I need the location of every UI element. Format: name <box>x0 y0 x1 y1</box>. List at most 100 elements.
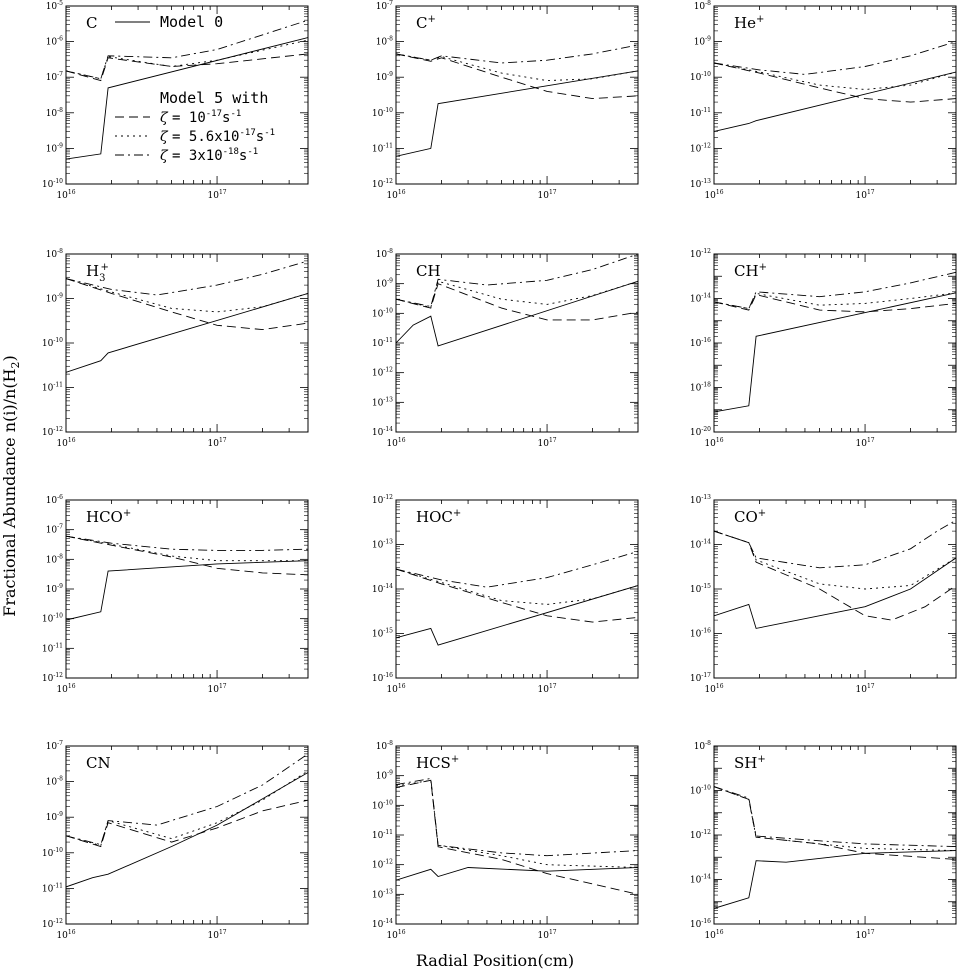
series-dashdot <box>66 19 308 80</box>
series-dashed <box>66 278 308 331</box>
x-tick-label: 1017 <box>856 929 875 941</box>
series-dotted <box>396 568 638 605</box>
plot-frame <box>395 5 639 185</box>
plot-frame <box>395 253 639 433</box>
series-solid <box>714 557 956 629</box>
x-tick-label: 1016 <box>704 683 723 695</box>
plot-frame <box>713 253 957 433</box>
y-tick-label: 10-17 <box>690 672 711 684</box>
y-tick-label: 10-8 <box>376 36 393 48</box>
y-tick-label: 10-11 <box>42 882 63 894</box>
y-axis-label-main: Fractional Abundance n(i)/n(H <box>0 368 19 616</box>
y-tick-label: 10-12 <box>372 859 393 871</box>
y-tick-label: 10-12 <box>42 918 63 930</box>
y-tick-label: 10-12 <box>42 672 63 684</box>
legend-label-dotted: ζ = 5.6x10-17s-1 <box>160 128 275 145</box>
panel-6: 1016 1017 10-20 10-18 10-16 10-14 10-12 CH+ <box>690 248 957 449</box>
x-axis-label: Radial Position(cm) <box>416 951 574 970</box>
panel-11: 1016 1017 10-14 10-13 10-12 10-11 10-10 10-9 10-… <box>372 740 639 941</box>
y-tick-label: 10-14 <box>372 583 393 595</box>
plot-frame <box>65 499 309 679</box>
y-tick-label: 10-16 <box>690 918 711 930</box>
plot-frame <box>65 5 309 185</box>
y-tick-label: 10-9 <box>46 811 63 823</box>
series-solid <box>396 585 638 646</box>
y-tick-label: 10-12 <box>690 142 711 154</box>
x-tick-label: 1016 <box>704 189 723 201</box>
y-tick-label: 10-5 <box>46 0 63 12</box>
x-tick-label: 1016 <box>704 929 723 941</box>
x-tick-label: 1017 <box>538 929 557 941</box>
y-tick-label: 10-8 <box>376 248 393 260</box>
panel-title: HCO+ <box>86 508 131 526</box>
panel-7: 1016 1017 10-12 10-11 10-10 10-9 10-8 10-7 10-6 H… <box>42 494 309 695</box>
y-tick-label: 10-15 <box>690 583 711 595</box>
plot-frame <box>713 5 957 185</box>
series-dashdot <box>396 44 638 64</box>
y-tick-label: 10-9 <box>376 278 393 290</box>
series-dashed <box>714 786 956 860</box>
y-tick-label: 10-14 <box>690 539 711 551</box>
series-solid <box>714 292 956 413</box>
y-tick-label: 10-11 <box>690 107 711 119</box>
panel-8: 1016 1017 10-16 10-15 10-14 10-13 10-12 HOC+ <box>372 494 639 695</box>
y-tick-label: 10-14 <box>690 874 711 886</box>
y-tick-label: 10-12 <box>372 178 393 190</box>
series-dashdot <box>396 550 638 588</box>
y-tick-label: 10-12 <box>690 829 711 841</box>
series-dotted <box>396 779 638 868</box>
series-dashed <box>396 283 638 321</box>
y-tick-label: 10-13 <box>372 396 393 408</box>
panel-1: 1016 1017 10-10 10-9 10-8 10-7 10-6 10-5 C <box>42 0 309 201</box>
panel-title: HOC+ <box>416 508 461 526</box>
legend: Model 0 Model 5 with ζ = 10-17s-1 ζ = 5.6… <box>115 13 275 164</box>
series-dashed <box>66 53 308 82</box>
series-dotted <box>396 53 638 82</box>
series-solid <box>66 37 308 160</box>
panel-10: 1016 1017 10-12 10-11 10-10 10-9 10-8 10-7 CN <box>42 740 309 941</box>
series-dotted <box>66 535 308 562</box>
series-dashed <box>714 62 956 103</box>
y-tick-label: 10-12 <box>372 494 393 506</box>
plot-frame <box>65 745 309 925</box>
series-dotted <box>714 62 956 90</box>
y-tick-label: 10-14 <box>372 918 393 930</box>
series-solid <box>714 71 956 132</box>
panel-4: 1016 1017 10-12 10-11 10-10 10-9 10-8 H3+ <box>42 248 309 449</box>
series-dotted <box>66 770 308 847</box>
series-dotted <box>396 280 638 308</box>
y-tick-label: 10-13 <box>372 539 393 551</box>
x-tick-label: 1017 <box>538 683 557 695</box>
series-dotted <box>66 39 308 80</box>
series-solid <box>396 280 638 347</box>
x-tick-label: 1016 <box>56 437 75 449</box>
y-tick-label: 10-7 <box>46 524 63 536</box>
x-tick-label: 1016 <box>704 437 723 449</box>
x-tick-label: 1017 <box>208 437 227 449</box>
plot-frame <box>395 499 639 679</box>
series-dashdot <box>396 777 638 857</box>
series-dashdot <box>714 41 956 75</box>
series-dashed <box>66 799 308 848</box>
series-solid <box>396 867 638 881</box>
y-tick-label: 10-8 <box>694 740 711 752</box>
y-tick-label: 10-8 <box>376 740 393 752</box>
y-tick-label: 10-10 <box>42 178 63 190</box>
series-dashed <box>396 568 638 623</box>
y-tick-label: 10-13 <box>690 178 711 190</box>
panel-title: HCS+ <box>416 754 459 772</box>
y-tick-label: 10-12 <box>690 248 711 260</box>
x-tick-label: 1017 <box>856 437 875 449</box>
y-tick-label: 10-10 <box>42 337 63 349</box>
panel-3: 1016 1017 10-13 10-12 10-11 10-10 10-9 10-8 He+ <box>690 0 957 201</box>
x-tick-label: 1017 <box>538 437 557 449</box>
x-tick-label: 1017 <box>208 189 227 201</box>
y-tick-label: 10-16 <box>690 628 711 640</box>
y-tick-label: 10-9 <box>376 770 393 782</box>
y-tick-label: 10-16 <box>690 337 711 349</box>
panel-title: He+ <box>734 14 764 32</box>
y-tick-label: 10-8 <box>46 553 63 565</box>
y-tick-label: 10-10 <box>690 785 711 797</box>
legend-label-dashdot: ζ = 3x10-18s-1 <box>160 147 258 164</box>
x-tick-label: 1016 <box>386 189 405 201</box>
